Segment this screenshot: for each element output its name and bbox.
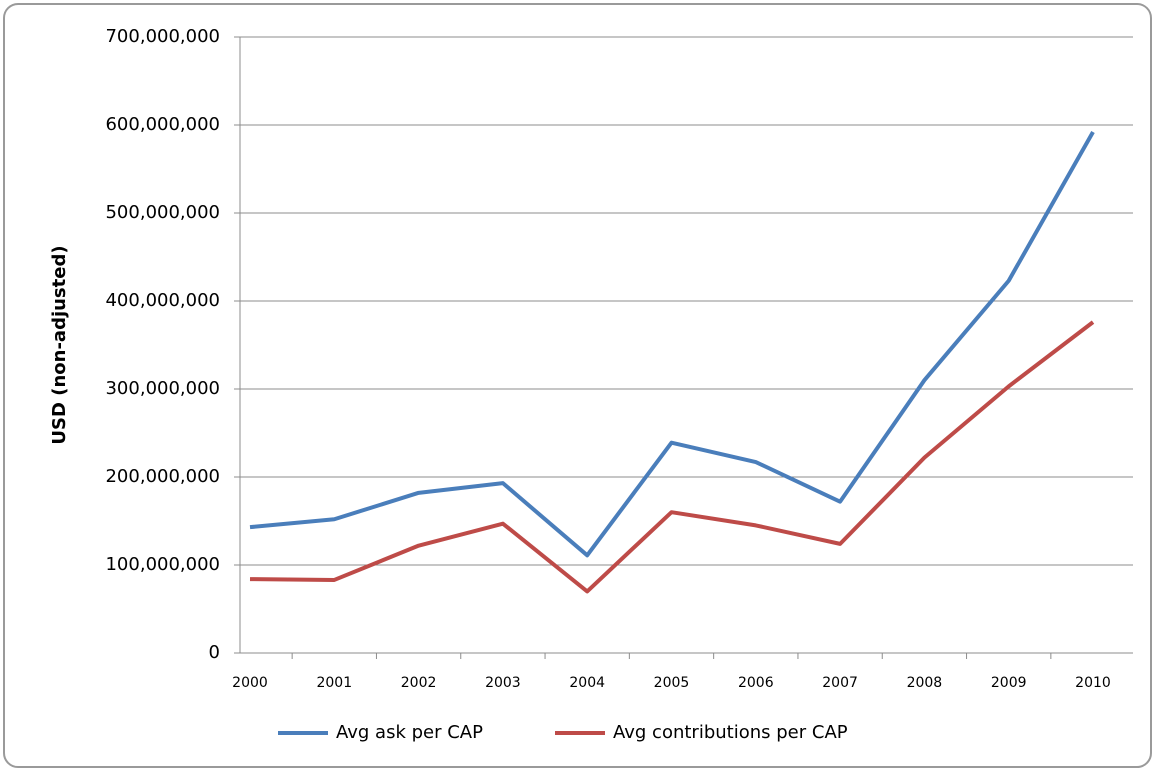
y-tick-label: 700,000,000	[105, 26, 220, 47]
x-tick-label: 2004	[569, 675, 605, 691]
chart-border	[3, 3, 1152, 768]
x-tick-label: 2005	[654, 675, 690, 691]
y-axis-label: USD (non-adjusted)	[49, 245, 70, 444]
x-tick-label: 2000	[232, 675, 268, 691]
x-tick-label: 2008	[907, 675, 943, 691]
legend-label: Avg ask per CAP	[336, 722, 483, 743]
x-tick-label: 2002	[401, 675, 437, 691]
x-tick-label: 2007	[822, 675, 858, 691]
data-line	[249, 131, 1095, 558]
x-tick-label: 2001	[316, 675, 352, 691]
y-tick-label: 500,000,000	[105, 202, 220, 223]
legend-label: Avg contributions per CAP	[613, 722, 848, 743]
x-tick-label: 2003	[485, 675, 521, 691]
y-tick-label: 600,000,000	[105, 114, 220, 135]
data-line	[249, 320, 1095, 594]
y-tick-label: 300,000,000	[105, 378, 220, 399]
y-tick-label: 200,000,000	[105, 466, 220, 487]
y-tick-label: 400,000,000	[105, 290, 220, 311]
x-tick-label: 2009	[991, 675, 1027, 691]
y-tick-label: 100,000,000	[105, 554, 220, 575]
x-tick-label: 2006	[738, 675, 774, 691]
x-tick-label: 2010	[1075, 675, 1111, 691]
y-tick-label: 0	[209, 642, 220, 663]
